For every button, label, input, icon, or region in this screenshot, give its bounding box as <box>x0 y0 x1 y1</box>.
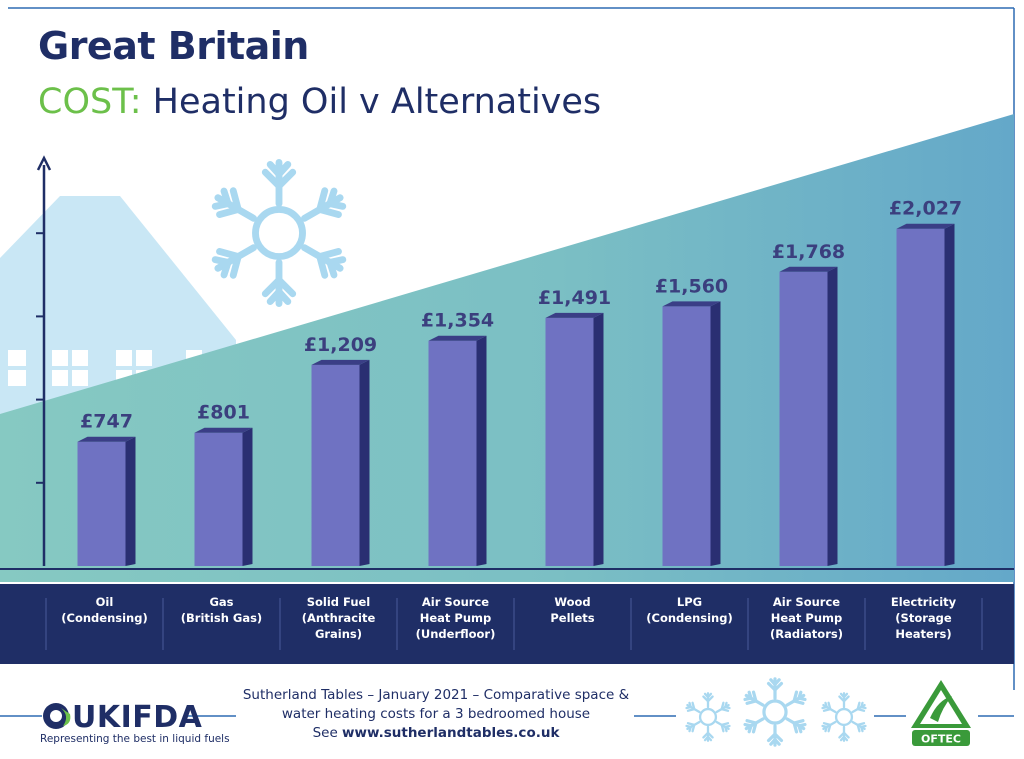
bar-side <box>593 312 604 566</box>
oftec-logo: OFTEC <box>911 680 971 746</box>
bar-side <box>944 223 955 566</box>
ukifda-logo-icon <box>43 703 71 729</box>
subtitle-accent: COST: <box>38 82 142 122</box>
bar <box>77 441 126 566</box>
bar <box>896 228 945 566</box>
bar <box>194 432 243 566</box>
bar-value-label: £1,491 <box>538 287 611 309</box>
bar-value-label: £2,027 <box>889 198 962 220</box>
ukifda-logo-text: UKIFDA <box>72 700 203 735</box>
category-label: Grains) <box>315 627 362 641</box>
category-label: Gas <box>209 595 233 609</box>
bar <box>311 364 360 566</box>
category-label: (Condensing) <box>61 611 147 625</box>
bar-top <box>779 266 838 272</box>
bar-value-label: £1,209 <box>304 334 377 356</box>
bar-value-label: £801 <box>197 402 250 424</box>
bar-value-label: £1,560 <box>655 275 728 297</box>
category-label: Wood <box>554 595 590 609</box>
oftec-label: OFTEC <box>921 733 961 746</box>
category-label: (British Gas) <box>181 611 262 625</box>
bar <box>545 317 594 566</box>
bar-top <box>194 427 253 433</box>
bar-side <box>710 301 721 566</box>
subtitle-rest: Heating Oil v Alternatives <box>141 82 602 122</box>
bar <box>779 271 828 566</box>
source-line-1: Sutherland Tables – January 2021 – Compa… <box>242 687 630 703</box>
source-line-3: See www.sutherlandtables.co.uk <box>236 724 636 743</box>
ukifda-tagline: Representing the best in liquid fuels <box>40 733 230 745</box>
category-label: Heat Pump <box>420 611 492 625</box>
page-subtitle: COST: Heating Oil v Alternatives <box>38 82 601 122</box>
bar-side <box>359 359 370 566</box>
source-url-link[interactable]: www.sutherlandtables.co.uk <box>342 725 560 741</box>
category-label: Solid Fuel <box>307 595 371 609</box>
category-label: Heaters) <box>895 627 951 641</box>
bar <box>662 306 711 566</box>
bar-top <box>545 312 604 318</box>
category-label: Pellets <box>550 611 594 625</box>
bar-top <box>77 436 136 442</box>
source-line-2: water heating costs for a 3 bedroomed ho… <box>281 706 591 722</box>
source-see: See <box>312 725 343 741</box>
category-label: Electricity <box>891 595 957 609</box>
category-label: Oil <box>96 595 114 609</box>
category-label: Air Source <box>422 595 489 609</box>
bar-top <box>311 359 370 365</box>
category-label: (Radiators) <box>770 627 843 641</box>
bar-value-label: £747 <box>80 411 133 433</box>
source-note: Sutherland Tables – January 2021 – Compa… <box>236 686 636 743</box>
category-label: (Condensing) <box>646 611 732 625</box>
bar-top <box>896 223 955 229</box>
bar-value-label: £1,768 <box>772 241 845 263</box>
category-label: LPG <box>677 595 702 609</box>
bar-side <box>827 266 838 566</box>
bar <box>428 340 477 566</box>
bar-top <box>428 335 487 341</box>
bar-side <box>125 436 136 566</box>
category-label: (Anthracite <box>302 611 376 625</box>
category-label: (Underfloor) <box>416 627 496 641</box>
page-title: Great Britain <box>38 24 309 68</box>
bar-top <box>662 301 721 307</box>
category-label: Air Source <box>773 595 840 609</box>
bar-value-label: £1,354 <box>421 310 494 332</box>
category-label: (Storage <box>895 611 952 625</box>
category-label: Heat Pump <box>771 611 843 625</box>
y-axis-arrow <box>36 155 52 171</box>
bar-side <box>476 335 487 566</box>
bar-side <box>242 427 253 566</box>
